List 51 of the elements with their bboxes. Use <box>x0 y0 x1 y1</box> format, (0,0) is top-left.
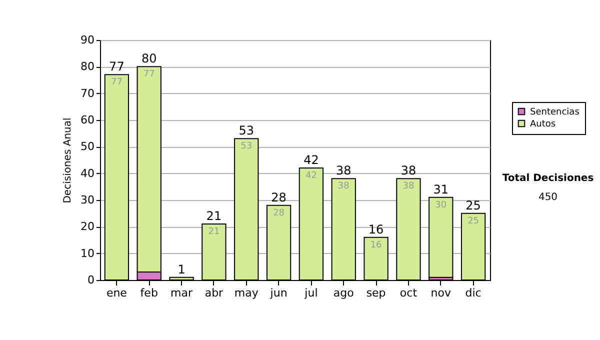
total-label: 38 <box>400 164 416 178</box>
data-label: 16 <box>370 240 382 250</box>
data-label: 30 <box>435 200 447 210</box>
total-label: 38 <box>336 164 352 178</box>
y-tick-label: 60 <box>80 114 94 126</box>
total-label: 77 <box>109 60 124 74</box>
x-tick-label: jul <box>304 286 318 300</box>
y-tick-label: 90 <box>80 34 94 46</box>
data-label: 53 <box>240 142 252 152</box>
total-label: 16 <box>368 222 384 236</box>
y-tick-label: 30 <box>80 194 94 206</box>
legend-label: Sentencias <box>530 108 580 118</box>
x-tick-label: jun <box>269 286 288 300</box>
total-label: 31 <box>433 182 449 196</box>
bar <box>428 196 454 278</box>
data-label: 38 <box>402 182 414 192</box>
x-tick-label: oct <box>400 286 418 300</box>
total-label: 80 <box>141 52 157 66</box>
y-tick-label: 20 <box>80 220 94 234</box>
total-label: 21 <box>206 209 222 223</box>
total-label: 28 <box>271 190 286 204</box>
x-tick-label: mar <box>170 286 193 300</box>
total-label: 1 <box>178 262 186 276</box>
data-label: 77 <box>143 70 155 80</box>
data-label: 28 <box>273 208 285 218</box>
y-tick-label: 80 <box>80 60 94 74</box>
y-tick-label: 70 <box>80 86 94 100</box>
x-tick-label: feb <box>140 286 158 300</box>
text: Total Decisiones <box>502 173 594 184</box>
total-label: 53 <box>238 124 254 138</box>
x-tick-label: dic <box>465 286 482 300</box>
data-label: 25 <box>468 216 480 226</box>
total-label: 42 <box>304 153 319 167</box>
x-tick-label: sep <box>366 286 386 300</box>
data-label: 42 <box>305 171 317 181</box>
y-tick-label: 50 <box>80 140 94 154</box>
x-tick-label: ene <box>106 286 128 300</box>
y-tick-label: 10 <box>80 246 94 260</box>
data-label: 21 <box>208 227 220 237</box>
legend-label: Autos <box>530 120 556 130</box>
data-label: 77 <box>110 78 122 88</box>
data-label: 38 <box>338 182 350 192</box>
x-tick-label: ago <box>333 286 354 300</box>
y-axis-title: Decisiones Anual <box>62 118 74 204</box>
x-tick-label: may <box>234 286 259 300</box>
text: 450 <box>538 192 558 203</box>
x-tick-label: abr <box>204 286 224 300</box>
y-tick-label: 0 <box>88 274 94 286</box>
total-label: 25 <box>466 198 481 212</box>
y-tick-label: 40 <box>80 166 94 180</box>
x-tick-label: nov <box>430 286 452 300</box>
